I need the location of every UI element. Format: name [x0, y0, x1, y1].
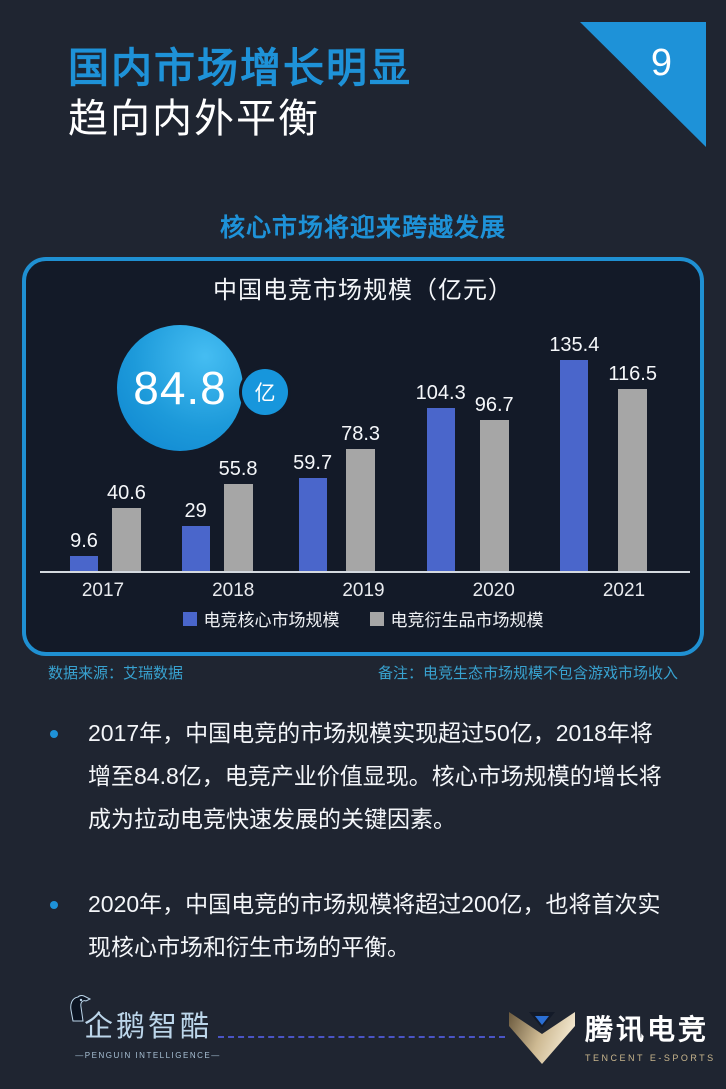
penguin-intelligence-logo: 企鹅智酷 —PENGUIN INTELLIGENCE—	[68, 995, 228, 1060]
bullet-item: 2020年，中国电竞的市场规模将超过200亿，也将首次实现核心市场和衍生市场的平…	[50, 883, 675, 969]
bar-column: 29	[181, 500, 210, 571]
remark-note: 备注：电竞生态市场规模不包含游戏市场收入	[377, 665, 678, 682]
bar-column: 78.3	[341, 423, 380, 571]
chart-title: 中国电竞市场规模（亿元）	[213, 277, 513, 304]
penguin-logo-subtitle: —PENGUIN INTELLIGENCE—	[75, 1051, 221, 1060]
penguin-icon	[70, 995, 92, 1022]
bullet-dot-icon	[50, 730, 58, 738]
bar-group: 135.4 116.5	[549, 334, 657, 571]
bar-value-label: 135.4	[549, 334, 600, 356]
bar-group: 9.6 40.6	[70, 482, 146, 571]
bar	[111, 508, 141, 571]
bar-value-label: 116.5	[608, 363, 657, 385]
page-title-line1: 国内市场增长明显	[68, 45, 412, 91]
legend-swatch-icon	[369, 611, 384, 626]
bullet-text: 2020年，中国电竞的市场规模将超过200亿，也将首次实现核心市场和衍生市场的平…	[88, 891, 661, 960]
x-axis-tick-label: 2019	[342, 580, 385, 601]
section-heading: 核心市场将迎来跨越发展	[219, 214, 506, 242]
bar-column: 59.7	[293, 452, 332, 571]
data-source-note: 数据来源：艾瑞数据	[48, 665, 184, 682]
x-axis-labels: 2017 2018 2019 2020 2021	[70, 580, 657, 602]
bar-value-label: 29	[184, 500, 207, 522]
tencent-logo-subtitle: TENCENT E-SPORTS	[585, 1053, 716, 1063]
penguin-logo-name: 企鹅智酷	[83, 1011, 212, 1043]
highlight-circle: 84.8	[117, 325, 243, 451]
bar	[426, 408, 455, 571]
bar	[479, 420, 509, 571]
bullet-text: 2017年，中国电竞的市场规模实现超过50亿，2018年将增至84.8亿，电竞产…	[88, 720, 662, 832]
x-axis-tick-label: 2018	[212, 580, 255, 601]
tencent-esports-logo: 腾讯电竞 TENCENT E-SPORTS	[509, 1008, 716, 1064]
bar	[298, 478, 327, 571]
bullet-dot-icon	[50, 901, 58, 909]
bar-value-label: 59.7	[293, 452, 333, 474]
bar-column: 55.8	[219, 458, 258, 571]
legend-label: 电竞核心市场规模	[203, 611, 340, 630]
bar-group: 104.3 96.7	[416, 382, 514, 571]
bar	[346, 449, 376, 571]
bar-groups: 9.6 40.6 29 55.8 59.7 78.3 104.3 96.7 135.4 116.5	[70, 334, 657, 571]
page-number: 9	[650, 42, 672, 84]
legend-item: 电竞核心市场规模	[182, 606, 340, 631]
bar-value-label: 9.6	[70, 530, 98, 552]
highlight-value: 84.8	[133, 362, 227, 414]
legend-swatch-icon	[182, 611, 197, 626]
tencent-v-icon	[509, 1012, 575, 1064]
bar-value-label: 55.8	[218, 458, 258, 480]
bar-value-label: 40.6	[107, 482, 146, 504]
bar-column: 96.7	[475, 394, 514, 571]
bar	[560, 360, 589, 571]
bar-value-label: 96.7	[474, 394, 514, 416]
chart-panel: 中国电竞市场规模（亿元） 9.6 40.6 29 55.8 59.7 78.3 104.3 9…	[22, 257, 704, 656]
bar-value-label: 104.3	[415, 382, 466, 404]
bar-group: 29 55.8	[181, 458, 258, 571]
page-title-line2: 趋向内外平衡	[68, 97, 320, 141]
bar	[181, 526, 210, 571]
legend-label: 电竞衍生品市场规模	[390, 611, 544, 630]
bar	[70, 556, 98, 571]
bar-column: 135.4	[549, 334, 599, 571]
x-axis-line	[40, 571, 690, 573]
bar-column: 104.3	[416, 382, 466, 571]
bullet-item: 2017年，中国电竞的市场规模实现超过50亿，2018年将增至84.8亿，电竞产…	[50, 712, 675, 841]
bar-column: 40.6	[107, 482, 146, 571]
x-axis-tick-label: 2021	[602, 580, 646, 601]
chart-legend: 电竞核心市场规模 电竞衍生品市场规模	[26, 606, 700, 631]
bar-value-label: 78.3	[341, 423, 381, 445]
highlight-unit: 亿	[254, 382, 276, 405]
footnote-row: 数据来源：艾瑞数据 备注：电竞生态市场规模不包含游戏市场收入	[22, 662, 704, 683]
bar-column: 116.5	[608, 363, 657, 571]
footer-divider	[218, 1036, 505, 1038]
x-axis-tick-label: 2017	[81, 580, 125, 601]
bar-column: 9.6	[70, 530, 98, 571]
bar	[618, 389, 648, 571]
highlight-unit-circle: 亿	[242, 369, 288, 415]
legend-item: 电竞衍生品市场规模	[369, 606, 544, 631]
bar-group: 59.7 78.3	[293, 423, 380, 571]
bullet-list: 2017年，中国电竞的市场规模实现超过50亿，2018年将增至84.8亿，电竞产…	[50, 712, 675, 1011]
bar	[223, 484, 253, 571]
page-number-badge: 9	[580, 22, 706, 147]
x-axis-tick-label: 2020	[472, 580, 515, 601]
tencent-logo-name: 腾讯电竞	[585, 1014, 710, 1045]
